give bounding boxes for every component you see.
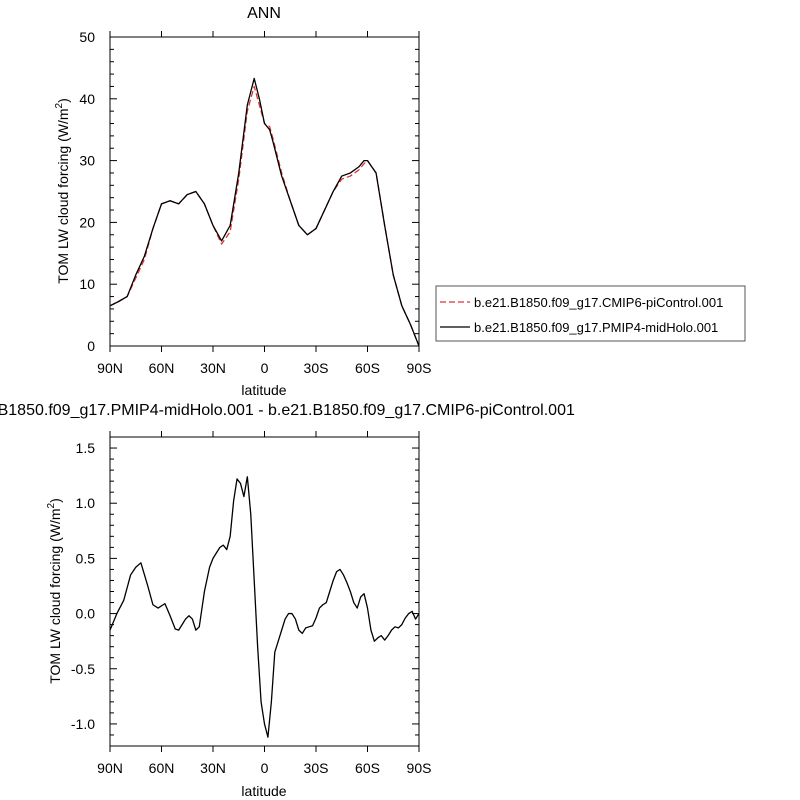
x-tick-label: 30N <box>200 760 226 776</box>
x-axis: 90N 60N 30N 0 30S 60S 90S <box>97 31 431 376</box>
x-axis-label: latitude <box>241 382 286 398</box>
x-tick-label: 60N <box>149 760 175 776</box>
chart-title: b.e21.B1850.f09_g17.PMIP4-midHolo.001 - … <box>0 402 575 419</box>
x-tick-label: 60S <box>355 760 380 776</box>
y-tick-label: 0 <box>87 338 95 354</box>
x-axis-label: latitude <box>241 783 286 799</box>
series-line-0 <box>109 85 420 347</box>
x-tick-label: 0 <box>261 360 269 376</box>
series-group <box>109 77 420 347</box>
legend-label-picontrol: b.e21.B1850.f09_g17.CMIP6-piControl.001 <box>474 295 723 310</box>
y-tick-label: 30 <box>79 153 95 169</box>
y-tick-label: 20 <box>79 214 95 230</box>
y-tick-label: -0.5 <box>71 661 95 677</box>
series-line-1 <box>109 77 420 347</box>
series-line-0 <box>109 476 420 738</box>
x-tick-label: 90N <box>97 760 123 776</box>
y-tick-label: 50 <box>79 29 95 45</box>
panel-bottom: b.e21.B1850.f09_g17.PMIP4-midHolo.001 - … <box>0 402 575 799</box>
x-tick-label: 30S <box>304 360 329 376</box>
y-tick-label: 1.5 <box>76 440 96 456</box>
x-tick-label: 30N <box>200 360 226 376</box>
x-tick-label: 60N <box>149 360 175 376</box>
y-axis-label: TOM LW cloud forcing (W/m2) <box>54 98 71 284</box>
legend-label-midholo: b.e21.B1850.f09_g17.PMIP4-midHolo.001 <box>474 320 718 335</box>
x-tick-label: 90N <box>97 360 123 376</box>
x-axis: 90N 60N 30N 0 30S 60S 90S <box>97 431 431 776</box>
x-tick-label: 30S <box>304 760 329 776</box>
y-tick-label: 0.0 <box>76 606 96 622</box>
y-axis-label: TOM LW cloud forcing (W/m2) <box>46 498 63 684</box>
x-tick-label: 90S <box>407 760 432 776</box>
legend: b.e21.B1850.f09_g17.CMIP6-piControl.001 … <box>435 285 746 342</box>
y-tick-label: 0.5 <box>76 550 96 566</box>
y-tick-label: 40 <box>79 91 95 107</box>
legend-box <box>435 285 746 342</box>
y-axis: -1.0 -0.5 0.0 0.5 1.0 1.5 <box>71 440 419 736</box>
panel-top: ANN 0 10 20 30 40 50 90N 60N 30N 0 30S 60S 90S lati… <box>54 5 746 398</box>
y-tick-label: 1.0 <box>76 495 96 511</box>
y-tick-label: -1.0 <box>71 716 95 732</box>
plot-frame <box>109 436 420 747</box>
y-tick-label: 10 <box>79 276 95 292</box>
x-tick-label: 60S <box>355 360 380 376</box>
x-tick-label: 0 <box>261 760 269 776</box>
x-tick-label: 90S <box>407 360 432 376</box>
chart-title: ANN <box>247 5 281 22</box>
y-axis: 0 10 20 30 40 50 <box>79 29 419 354</box>
plot-frame <box>109 36 420 347</box>
series-group <box>109 476 420 738</box>
